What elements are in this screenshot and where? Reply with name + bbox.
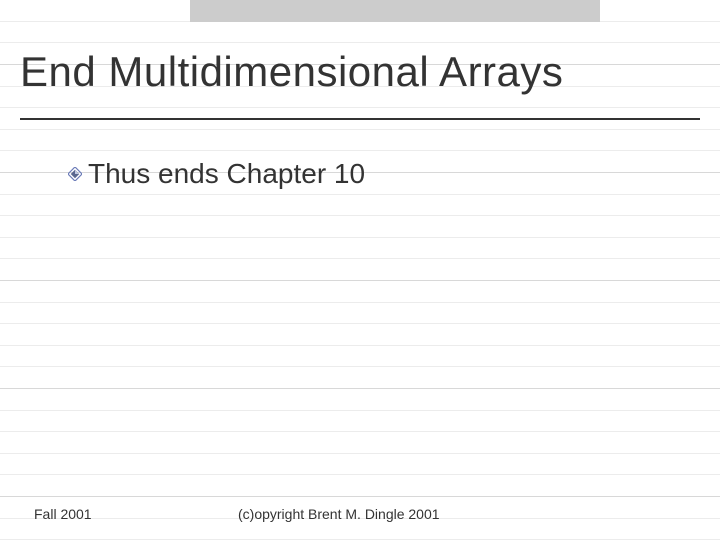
footer-left-text: Fall 2001 bbox=[34, 506, 92, 522]
title-underline bbox=[20, 118, 700, 120]
footer-center-text: (c)opyright Brent M. Dingle 2001 bbox=[238, 506, 440, 522]
bullet-item: Thus ends Chapter 10 bbox=[68, 158, 365, 190]
top-decorative-bar bbox=[190, 0, 600, 22]
bullet-text: Thus ends Chapter 10 bbox=[88, 158, 365, 190]
diamond-bullet-icon bbox=[68, 167, 82, 181]
slide-title: End Multidimensional Arrays bbox=[20, 48, 563, 96]
